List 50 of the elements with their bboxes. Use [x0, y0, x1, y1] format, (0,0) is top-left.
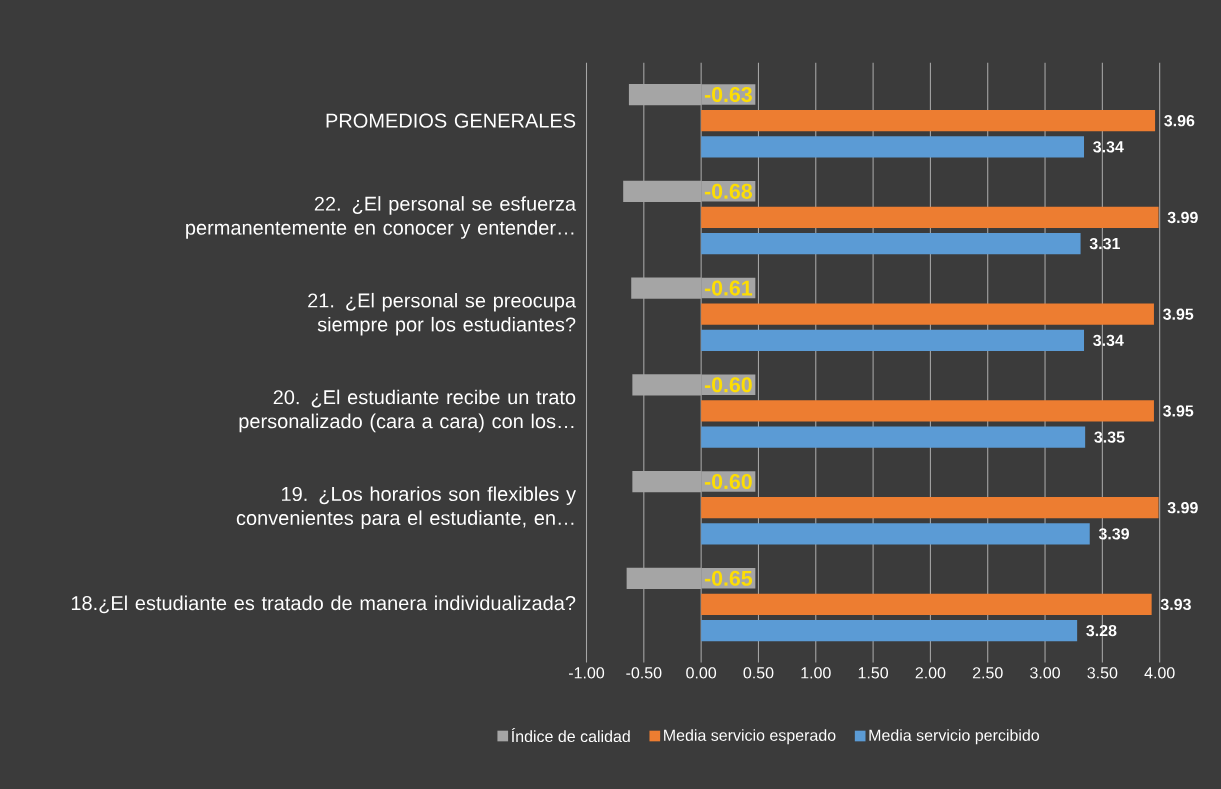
- x-tick-label: 3.00: [1030, 667, 1060, 679]
- x-tick-label: -0.50: [626, 667, 662, 679]
- data-label: 3.99: [1167, 501, 1198, 514]
- y-tick-label: PROMEDIOS GENERALES: [326, 113, 576, 128]
- x-tick-label: 3.50: [1087, 667, 1118, 679]
- data-label: -0.60: [704, 377, 752, 393]
- x-tick-label: 4.00: [1144, 667, 1175, 679]
- bar: [701, 110, 1156, 132]
- x-tick-label: 2.50: [972, 667, 1003, 679]
- x-tick-label: 0.50: [743, 667, 774, 679]
- bar: [701, 593, 1152, 616]
- data-label: -0.65: [704, 570, 753, 586]
- x-tick-label: -1.00: [568, 667, 605, 679]
- bar: [701, 136, 1085, 158]
- data-label: 3.39: [1098, 528, 1129, 540]
- data-label: 3.35: [1094, 431, 1125, 443]
- bar: [701, 619, 1078, 642]
- bar: [701, 232, 1081, 255]
- bar: [701, 206, 1159, 229]
- bar: [701, 400, 1154, 422]
- y-tick-label: 18.¿El estudiante es tratado de manera individualizada?: [71, 595, 576, 614]
- y-tick-label: 19. ¿Los horarios son flexibles y convenientes para el estudiante, en…: [236, 486, 577, 529]
- data-label: -0.63: [704, 86, 752, 103]
- data-label: -0.60: [704, 473, 752, 490]
- data-label: 3.96: [1164, 114, 1195, 127]
- x-tick-label: 1.00: [801, 667, 831, 679]
- data-label: 3.93: [1160, 598, 1191, 611]
- bar: [701, 523, 1090, 545]
- y-tick-label: 20. ¿El estudiante recibe un trato personalizado (cara a cara) con los…: [239, 389, 576, 433]
- legend-label: Índice de calidad: [511, 728, 630, 743]
- data-label: 3.95: [1163, 405, 1194, 417]
- data-label: 3.28: [1086, 624, 1117, 637]
- y-tick-label: 22. ¿El personal se esfuerza permanentemente en conocer y entender…: [186, 196, 577, 239]
- data-label: 3.34: [1093, 141, 1124, 153]
- y-tick-label: 21. ¿El personal se preocupa siempre por los estudiantes?: [308, 292, 577, 336]
- data-label: 3.34: [1093, 334, 1124, 346]
- bar: [701, 303, 1154, 325]
- bar: [701, 329, 1085, 351]
- x-tick-label: 0.00: [686, 667, 717, 679]
- legend-label: Media servicio percibido: [869, 729, 1040, 745]
- data-label: 3.95: [1163, 308, 1194, 320]
- data-label: -0.61: [704, 280, 753, 296]
- legend-label: Media servicio esperado: [664, 729, 836, 745]
- x-tick-label: 2.00: [915, 667, 946, 679]
- data-label: -0.68: [704, 183, 753, 199]
- bar: [701, 426, 1086, 448]
- data-label: 3.99: [1167, 211, 1198, 224]
- x-tick-label: 1.50: [858, 667, 889, 679]
- bar: [701, 497, 1159, 519]
- data-label: 3.31: [1089, 237, 1120, 250]
